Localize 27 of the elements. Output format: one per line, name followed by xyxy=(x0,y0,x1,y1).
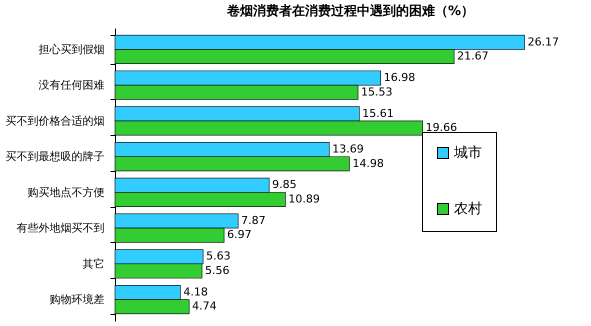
y-tick-label: 担心买到假烟 xyxy=(38,42,104,56)
y-tick-label: 买不到价格合适的烟 xyxy=(6,114,104,128)
y-tick-label: 没有任何困难 xyxy=(38,78,104,92)
data-label: 6.97 xyxy=(227,228,252,242)
data-label: 14.98 xyxy=(352,156,384,170)
legend-label: 农村 xyxy=(454,201,482,217)
y-tick-label: 买不到最想吸的牌子 xyxy=(6,150,104,164)
data-label: 7.87 xyxy=(241,214,266,227)
y-tick-label: 购物环境差 xyxy=(50,293,104,306)
legend-label: 城市 xyxy=(453,145,482,161)
data-label: 4.18 xyxy=(183,285,208,298)
data-label: 26.17 xyxy=(528,35,560,48)
data-label: 21.67 xyxy=(457,50,489,63)
data-label: 16.98 xyxy=(384,71,416,84)
data-label: 9.85 xyxy=(272,178,297,192)
y-tick-label: 其它 xyxy=(82,257,104,270)
y-tick-label: 购买地点不方便 xyxy=(28,186,104,199)
data-label: 13.69 xyxy=(332,142,364,156)
data-label: 15.61 xyxy=(362,106,394,120)
y-tick-label: 有些外地烟买不到 xyxy=(16,222,104,235)
data-label: 15.53 xyxy=(361,85,393,98)
data-label: 10.89 xyxy=(288,192,320,206)
chart-title: 卷烟消费者在消费过程中遇到的困难（%） xyxy=(226,4,474,19)
data-label: 5.56 xyxy=(205,264,230,277)
data-label: 4.74 xyxy=(192,300,217,313)
data-label: 5.63 xyxy=(206,250,231,263)
data-label: 19.66 xyxy=(426,121,458,134)
